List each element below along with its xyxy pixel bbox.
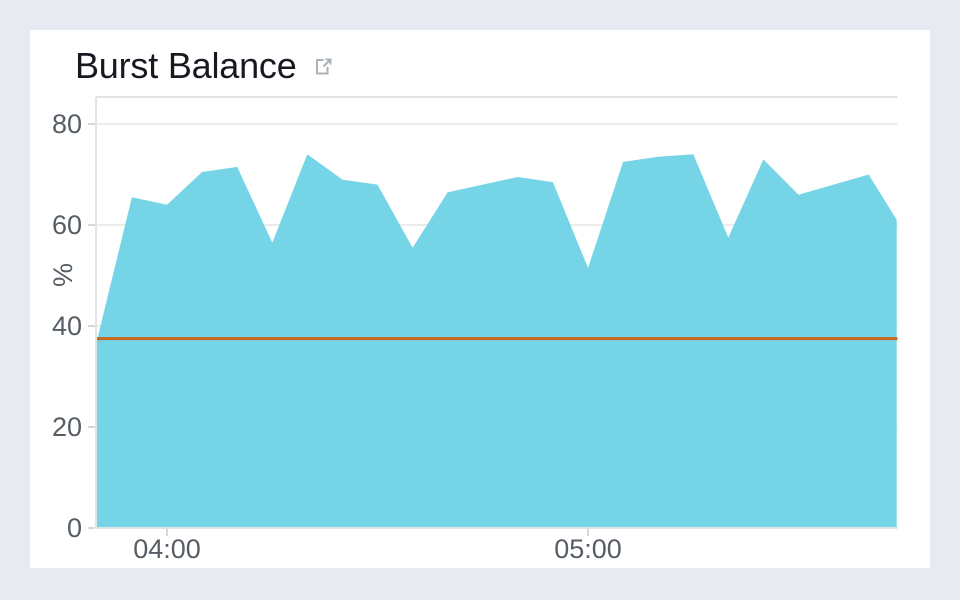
y-tick-label: 40 bbox=[52, 311, 82, 341]
y-tick-label: 60 bbox=[52, 210, 82, 240]
y-tick-label: 20 bbox=[52, 412, 82, 442]
widget-header: Burst Balance bbox=[75, 44, 334, 88]
y-axis-unit-label: % bbox=[48, 263, 78, 287]
chart-svg[interactable]: 0 20 40 60 80 04:00 05:00% bbox=[30, 30, 930, 568]
area-series-burst-balance bbox=[96, 154, 897, 529]
chart-widget-card: Burst Balance 0 20 40 60 80 04:00 05:00% bbox=[30, 30, 930, 568]
y-tick-label: 0 bbox=[67, 513, 82, 543]
burst-balance-chart[interactable]: 0 20 40 60 80 04:00 05:00% bbox=[30, 30, 930, 568]
external-link-icon[interactable] bbox=[313, 56, 334, 77]
y-tick-label: 80 bbox=[52, 109, 82, 139]
x-tick-label: 04:00 bbox=[133, 534, 201, 564]
widget-title: Burst Balance bbox=[75, 45, 297, 86]
x-tick-label: 05:00 bbox=[554, 534, 622, 564]
